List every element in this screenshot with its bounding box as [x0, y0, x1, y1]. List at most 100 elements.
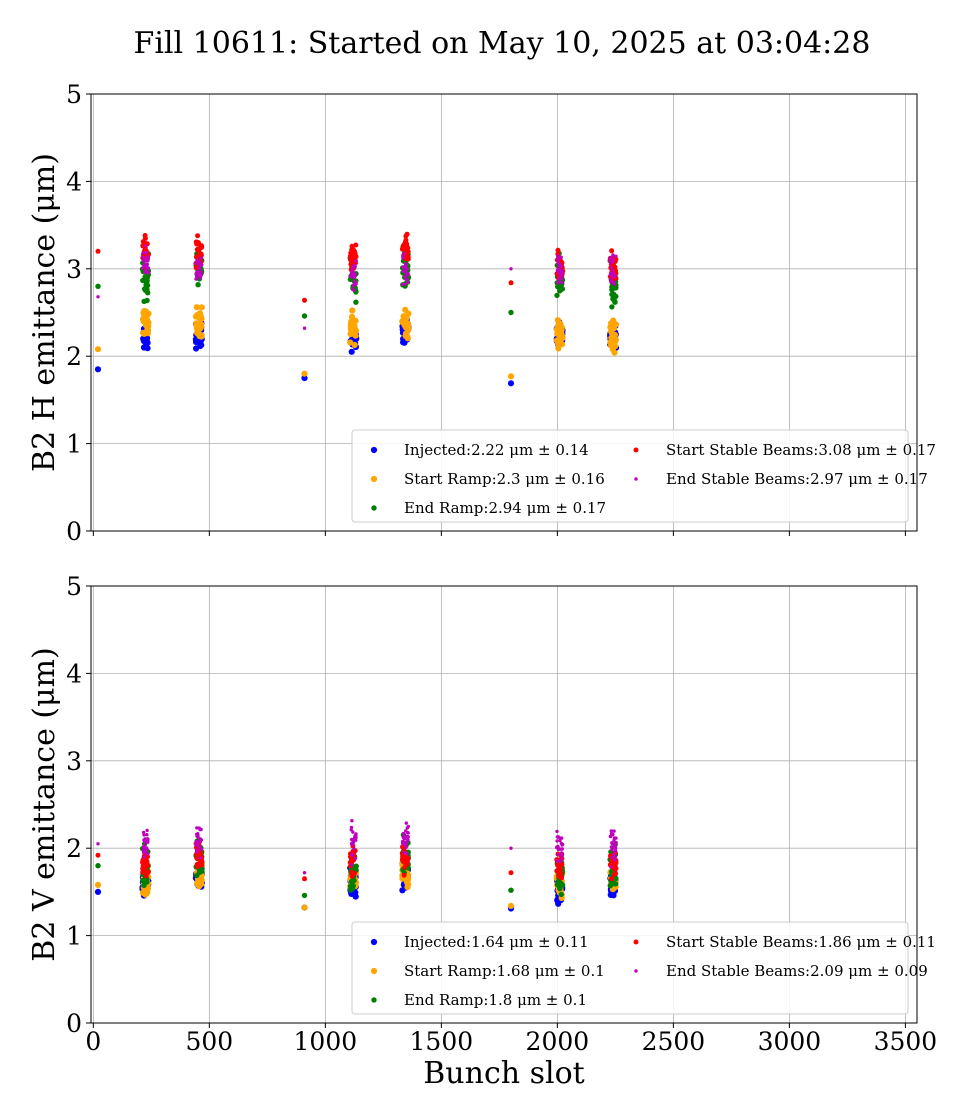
panel-2-point-end-ramp	[140, 877, 146, 884]
panel-2-point-end-stable-beams	[145, 839, 149, 843]
panel-1-point-end-stable-beams	[556, 281, 560, 285]
panel-2-point-end-stable-beams	[613, 858, 617, 862]
panel-2-point-injected	[399, 887, 406, 894]
panel-2-x-tick-label: 0	[85, 1027, 101, 1056]
panel-1-point-end-ramp	[609, 287, 615, 293]
panel-1-point-end-stable-beams	[608, 278, 613, 282]
panel-1-point-start-ramp	[611, 331, 619, 338]
panel-1-point-end-stable-beams	[146, 266, 151, 270]
panel-1-point-end-ramp	[144, 282, 151, 289]
panel-2-point-start-ramp	[144, 885, 151, 892]
panel-1-legend-marker	[371, 505, 377, 511]
panel-1-point-end-stable-beams	[198, 276, 203, 280]
panel-1-point-start-ramp	[404, 324, 411, 332]
panel-1-point-end-stable-beams	[403, 269, 407, 273]
panel-1-point-start-stable-beams	[348, 260, 354, 266]
panel-2-point-start-stable-beams	[403, 854, 409, 860]
panel-1-point-end-stable-beams	[195, 261, 199, 266]
panel-1-point-start-stable-beams	[403, 237, 409, 243]
panel-1-point-end-stable-beams	[401, 254, 405, 259]
panel-1-point-start-stable-beams	[194, 254, 199, 260]
panel-1-point-end-stable-beams	[611, 272, 615, 277]
panel-1-point-end-stable-beams	[401, 282, 405, 286]
panel-1-point-end-stable-beams	[610, 268, 615, 272]
panel-1-point-start-ramp	[196, 313, 203, 320]
panel-2-point-end-stable-beams	[145, 833, 149, 837]
panel-2-point-start-ramp	[301, 904, 308, 911]
panel-2-x-tick-label: 2500	[642, 1027, 706, 1056]
panel-1-point-start-ramp	[404, 320, 412, 327]
panel-2-legend-entry: Start Ramp:1.68 μm ± 0.1	[404, 962, 605, 980]
panel-2-point-end-stable-beams	[560, 857, 564, 862]
panel-2-point-end-stable-beams	[610, 841, 614, 846]
panel-1-point-start-stable-beams	[302, 297, 307, 303]
panel-2-point-end-ramp	[613, 875, 619, 882]
panel-2-point-start-stable-beams	[302, 876, 307, 882]
panel-1-point-end-stable-beams	[199, 270, 203, 274]
panel-2-point-end-stable-beams	[141, 830, 146, 835]
panel-1-point-end-ramp	[508, 309, 514, 316]
panel-1-point-injected	[94, 366, 102, 373]
panel-2-y-tick-label: 1	[66, 922, 82, 951]
panel-1-point-end-stable-beams	[556, 269, 560, 273]
panel-1-legend-entry: End Ramp:2.94 μm ± 0.17	[404, 499, 606, 517]
panel-2-point-start-ramp	[94, 881, 102, 889]
panel-1-point-start-ramp	[349, 328, 356, 335]
panel-2-point-end-stable-beams	[405, 852, 409, 856]
panel-1-point-end-stable-beams	[352, 288, 356, 292]
panel-1-point-end-stable-beams	[560, 280, 564, 285]
panel-2-x-tick-label: 3000	[758, 1027, 822, 1056]
panel-2-point-end-stable-beams	[612, 852, 616, 856]
panel-2-y-tick-label: 0	[66, 1009, 82, 1038]
panel-2-axes-frame	[90, 585, 918, 1024]
panel-2-point-end-stable-beams	[142, 850, 146, 855]
panel-2-point-end-stable-beams	[349, 825, 354, 830]
panel-1-point-start-ramp	[608, 322, 615, 329]
panel-2-point-end-stable-beams	[350, 837, 354, 842]
panel-2-point-end-stable-beams	[354, 835, 358, 839]
panel-2-point-end-ramp	[95, 863, 101, 869]
panel-2-point-end-ramp	[558, 891, 564, 898]
panel-2-y-tick-label: 2	[66, 834, 82, 863]
plots: 0 1 2 3 4 5 B2 H emittance (μm) Injected:2.22 μ…	[27, 80, 937, 1091]
panel-1-point-end-stable-beams	[141, 266, 145, 271]
panel-1-legend: Injected:2.22 μm ± 0.14 Start Ramp:2.3 μm…	[351, 429, 936, 523]
panel-2-x-tick-label: 3500	[874, 1027, 938, 1056]
panel-1-point-end-stable-beams	[558, 262, 562, 267]
panel-1-point-start-stable-beams	[403, 256, 409, 262]
panel-2-point-end-stable-beams	[353, 856, 358, 861]
panel-1-point-end-ramp	[611, 294, 617, 301]
panel-1-point-end-stable-beams	[614, 254, 618, 258]
panel-1-point-start-ramp	[352, 332, 359, 339]
panel-1-point-start-ramp	[507, 373, 515, 380]
panel-2-point-end-stable-beams	[610, 855, 614, 860]
panel-1-point-end-stable-beams	[404, 277, 408, 281]
panel-2-point-end-stable-beams	[197, 844, 201, 848]
panel-2-point-end-stable-beams	[611, 832, 615, 837]
panel-1-point-start-ramp	[557, 337, 564, 344]
panel-2-y-tick-label: 4	[66, 659, 82, 688]
panel-1-point-end-stable-beams	[557, 276, 561, 280]
panel-1-point-end-stable-beams	[302, 326, 307, 330]
panel-2-point-end-stable-beams	[612, 829, 616, 833]
panel-1-point-end-stable-beams	[199, 273, 203, 277]
panel-2-point-end-stable-beams	[195, 826, 199, 830]
panel-1-point-injected	[198, 342, 205, 349]
panel-1-point-injected	[143, 340, 150, 347]
panel-1-point-end-stable-beams	[353, 259, 358, 263]
panel-1-y-tick-label: 2	[66, 342, 82, 371]
panel-2-point-end-stable-beams	[350, 853, 355, 857]
panel-2-point-end-ramp	[348, 887, 354, 893]
panel-2-legend-marker	[634, 969, 638, 973]
panel-1-point-end-stable-beams	[611, 260, 615, 264]
panel-1-point-end-ramp	[609, 304, 615, 310]
panel-1-point-end-stable-beams	[350, 267, 354, 271]
panel-1-point-end-ramp	[554, 292, 560, 299]
panel-2-legend-marker	[370, 938, 378, 946]
panel-1-points	[94, 231, 620, 387]
panel-1-legend-box	[351, 429, 909, 523]
panel-1-point-start-stable-beams	[353, 242, 359, 248]
panel-1-point-end-stable-beams	[199, 256, 203, 260]
panel-1-legend-entry: Start Ramp:2.3 μm ± 0.16	[404, 470, 605, 488]
panel-2-y-axis-label: B2 V emittance (μm)	[27, 647, 62, 961]
